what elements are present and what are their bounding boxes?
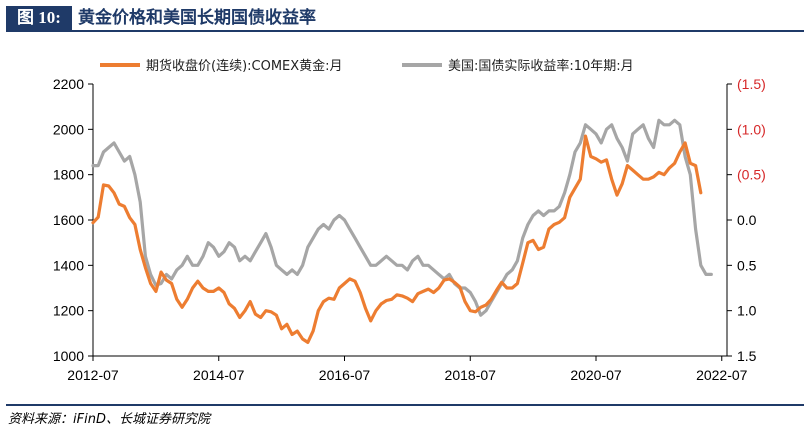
y-left-tick-label: 1000: [53, 348, 84, 364]
y-right-tick-label: 0.5: [737, 257, 757, 273]
axes: 1000 1200 1400 1600 1800 2000 2200 (1.5) (1.0) (0…: [53, 76, 766, 383]
y-right-tick-label: (1.5): [737, 76, 766, 92]
series-line-yield: [91, 118, 713, 317]
y-left-tick-label: 2000: [53, 121, 84, 137]
chart: 期货收盘价(连续):COMEX黄金:月 美国:国债实际收益率:10年期:月 10…: [53, 58, 766, 383]
y-right-tick-label: 0.0: [737, 212, 757, 228]
x-tick-label: 2018-07: [445, 367, 497, 383]
legend-label-gold: 期货收盘价(连续):COMEX黄金:月: [146, 58, 343, 74]
y-left-tick-label: 1400: [53, 257, 84, 273]
y-left-tick-label: 2200: [53, 76, 84, 92]
x-tick-label: 2020-07: [570, 367, 622, 383]
y-left-tick-label: 1200: [53, 303, 84, 319]
y-left-tick-label: 1600: [53, 212, 84, 228]
y-left-tick-label: 1800: [53, 167, 84, 183]
source-note: 资料来源：iFinD、长城证券研究院: [8, 412, 210, 427]
series-line-gold: [91, 134, 703, 344]
figure-title: 黄金价格和美国长期国债收益率: [78, 8, 316, 28]
series-layer: [91, 118, 713, 344]
y-right-tick-label: (0.5): [737, 167, 766, 183]
source-divider: [6, 404, 804, 406]
legend: 期货收盘价(连续):COMEX黄金:月 美国:国债实际收益率:10年期:月: [100, 58, 634, 74]
y-right-tick-label: (1.0): [737, 121, 766, 137]
x-tick-label: 2016-07: [319, 367, 371, 383]
x-tick-label: 2014-07: [193, 367, 245, 383]
y-right-tick-label: 1.0: [737, 303, 757, 319]
y-right-tick-label: 1.5: [737, 348, 757, 364]
x-tick-label: 2022-07: [696, 367, 748, 383]
legend-label-yield: 美国:国债实际收益率:10年期:月: [448, 58, 634, 74]
figure-label: 图 10:: [6, 6, 72, 30]
x-tick-label: 2012-07: [67, 367, 119, 383]
figure-header: 图 10: 黄金价格和美国长期国债收益率: [6, 6, 804, 32]
